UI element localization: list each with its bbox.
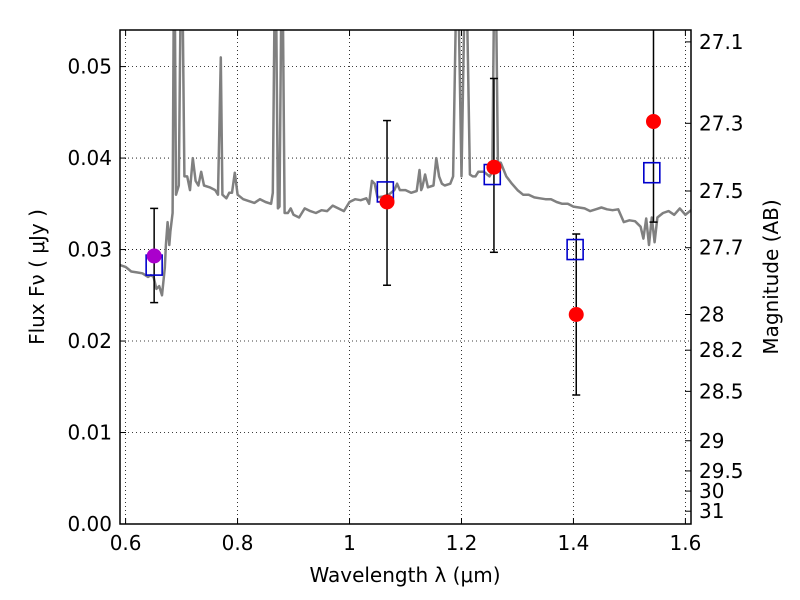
x-tick-label: 0.6: [110, 531, 142, 555]
y-tick-label: 0.05: [67, 55, 112, 79]
left-axis-ticks: 0.00 0.01 0.02 0.03 0.04 0.05: [67, 55, 126, 536]
right-tick-label: 30: [699, 479, 724, 503]
right-tick-label: 29.5: [699, 459, 744, 483]
square-marker: [643, 161, 661, 184]
y-axis-label: Flux Fν ( μJy ): [25, 209, 49, 345]
right-tick-label: 28: [699, 303, 724, 327]
y-tick-label: 0.01: [67, 421, 112, 445]
y-tick-label: 0.04: [67, 146, 112, 170]
right-tick-label: 27.1: [699, 30, 744, 54]
y-tick-label: 0.02: [67, 329, 112, 353]
circle-marker: [645, 113, 661, 129]
right-tick-label: 27.3: [699, 111, 744, 135]
spectrum-line: [120, 30, 691, 297]
circle-marker: [379, 194, 395, 210]
right-tick-label: 27.7: [699, 236, 744, 260]
right-axis-label: Magnitude (AB): [759, 199, 783, 354]
x-axis-label: Wavelength λ (μm): [309, 563, 500, 587]
right-tick-label: 28.5: [699, 379, 744, 403]
data-points: [145, 30, 661, 396]
y-tick-label: 0.00: [67, 512, 112, 536]
square-marker: [566, 238, 584, 261]
right-tick-label: 31: [699, 499, 724, 523]
plot-frame: [119, 29, 692, 525]
circle-marker: [146, 248, 162, 264]
bottom-axis-ticks: 0.6 0.8 1 1.2 1.4 1.6: [110, 30, 701, 555]
x-tick-label: 1.6: [669, 531, 701, 555]
circle-marker: [568, 307, 584, 323]
right-tick-label: 28.2: [699, 338, 744, 362]
x-tick-label: 0.8: [222, 531, 254, 555]
grid-lines: [120, 30, 691, 525]
right-tick-label: 29: [699, 429, 724, 453]
model-spectrum: [120, 30, 691, 297]
x-tick-label: 1.4: [558, 531, 590, 555]
y-tick-label: 0.03: [67, 238, 112, 262]
circle-marker: [486, 159, 502, 175]
right-tick-label: 27.5: [699, 179, 744, 203]
x-tick-label: 1.2: [446, 531, 478, 555]
points-group: [145, 30, 661, 396]
x-tick-label: 1: [343, 531, 356, 555]
